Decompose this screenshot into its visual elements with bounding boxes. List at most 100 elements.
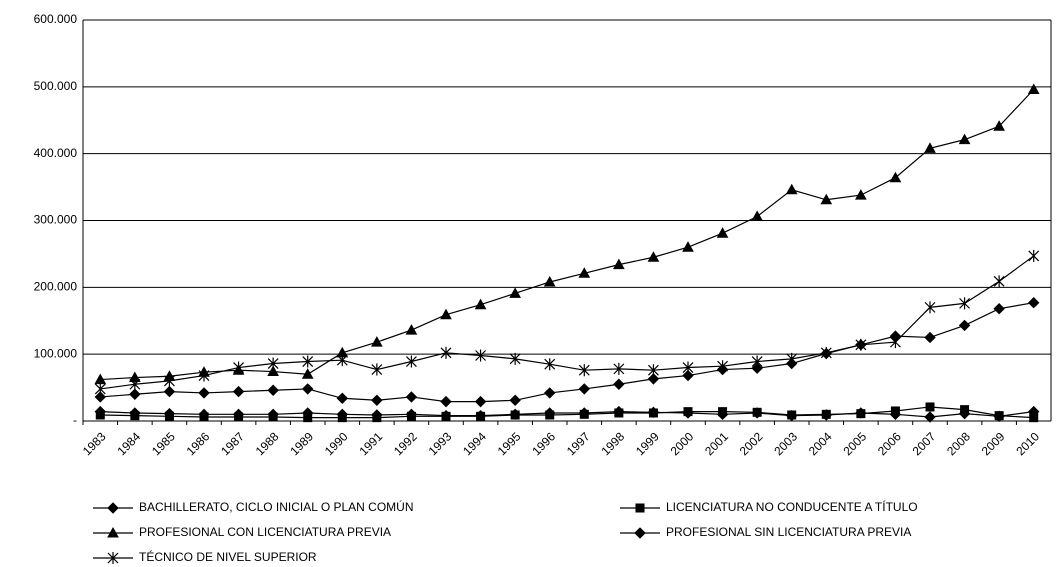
marker xyxy=(682,361,694,374)
marker xyxy=(648,408,658,418)
y-tick-label: 500.000 xyxy=(34,79,78,93)
y-tick-label: 100.000 xyxy=(34,346,78,360)
marker xyxy=(440,308,452,320)
marker xyxy=(234,412,244,422)
y-tick-label: 400.000 xyxy=(34,146,78,160)
marker xyxy=(613,258,625,270)
marker xyxy=(958,133,971,145)
marker xyxy=(855,189,867,200)
marker xyxy=(993,303,1005,315)
marker xyxy=(107,552,119,564)
marker xyxy=(337,413,347,423)
marker xyxy=(993,120,1005,131)
marker xyxy=(647,251,660,262)
marker xyxy=(371,336,383,347)
marker xyxy=(682,241,694,252)
marker xyxy=(336,392,348,404)
x-tick-label: 2010 xyxy=(1013,429,1042,458)
series-line xyxy=(100,255,1035,390)
x-tick-label: 2001 xyxy=(702,429,731,458)
marker xyxy=(544,387,556,399)
marker xyxy=(440,346,452,359)
marker xyxy=(855,338,867,351)
marker xyxy=(268,412,278,422)
x-tick-label: 2000 xyxy=(668,429,697,458)
marker xyxy=(751,210,763,221)
marker xyxy=(301,368,314,379)
y-tick-label: 600.000 xyxy=(34,12,78,26)
marker xyxy=(578,383,590,395)
marker xyxy=(198,369,210,382)
marker xyxy=(440,395,452,408)
x-tick-label: 2006 xyxy=(875,429,904,458)
y-tick-label: 300.000 xyxy=(34,213,78,227)
marker xyxy=(233,361,244,374)
marker xyxy=(475,349,486,362)
x-tick-label: 1997 xyxy=(564,429,593,458)
marker xyxy=(924,301,936,314)
marker xyxy=(959,297,970,310)
x-tick-label: 1993 xyxy=(426,429,455,458)
marker xyxy=(785,183,798,195)
marker xyxy=(406,355,417,368)
marker xyxy=(890,336,901,349)
marker xyxy=(199,412,209,422)
x-tick-label: 1983 xyxy=(80,429,109,458)
marker xyxy=(405,391,418,403)
marker xyxy=(717,360,728,373)
marker xyxy=(925,402,935,412)
legend-label: BACHILLERATO, CICLO INICIAL O PLAN COMÚN xyxy=(139,499,414,514)
marker xyxy=(578,267,591,278)
legend-label: PROFESIONAL CON LICENCIATURA PREVIA xyxy=(139,525,391,539)
marker xyxy=(198,387,210,399)
marker xyxy=(752,407,762,417)
x-tick-label: 1988 xyxy=(253,429,282,458)
x-tick-label: 2009 xyxy=(979,429,1008,458)
marker xyxy=(1029,413,1039,423)
x-tick-label: 1984 xyxy=(114,429,143,458)
marker xyxy=(129,378,141,391)
legend-label: PROFESIONAL SIN LICENCIATURA PREVIA xyxy=(666,525,911,539)
marker xyxy=(95,410,105,420)
x-tick-label: 1991 xyxy=(356,429,385,458)
marker xyxy=(1028,249,1040,262)
x-tick-label: 1990 xyxy=(322,429,351,458)
marker xyxy=(371,394,383,406)
marker xyxy=(107,526,119,538)
marker xyxy=(924,142,936,153)
x-tick-label: 1989 xyxy=(287,429,316,458)
marker xyxy=(856,409,866,419)
x-tick-label: 1987 xyxy=(218,429,247,458)
marker xyxy=(634,527,646,539)
x-tick-label: 1998 xyxy=(598,429,627,458)
marker xyxy=(509,287,521,298)
marker xyxy=(890,406,900,416)
series-line xyxy=(100,406,1034,419)
marker xyxy=(302,383,314,395)
marker xyxy=(820,346,832,359)
marker xyxy=(94,391,106,403)
marker xyxy=(441,411,451,421)
x-tick-label: 1994 xyxy=(460,429,489,458)
marker xyxy=(510,410,520,420)
marker xyxy=(545,410,555,420)
marker xyxy=(820,193,833,205)
marker xyxy=(406,411,416,421)
x-tick-label: 2004 xyxy=(806,429,835,458)
marker xyxy=(405,324,418,335)
marker xyxy=(1027,83,1040,95)
marker xyxy=(474,298,487,310)
x-tick-label: 1992 xyxy=(391,429,420,458)
marker xyxy=(786,352,798,365)
marker xyxy=(371,363,383,376)
series-line xyxy=(100,89,1035,381)
x-tick-label: 2005 xyxy=(840,429,869,458)
marker xyxy=(682,369,694,382)
marker xyxy=(751,355,763,368)
marker xyxy=(787,410,797,420)
marker xyxy=(302,355,314,368)
x-tick-label: 2003 xyxy=(771,429,800,458)
marker xyxy=(635,503,645,513)
marker xyxy=(130,411,140,421)
x-tick-label: 1999 xyxy=(633,429,662,458)
